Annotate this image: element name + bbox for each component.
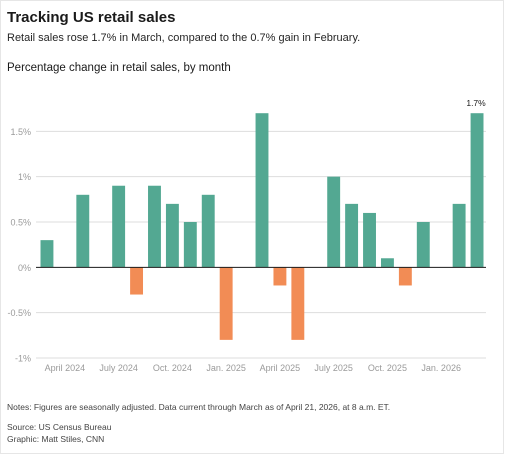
bar-2024-10 — [165, 203, 179, 268]
x-tick-label: Oct. 2025 — [368, 363, 407, 373]
bar-2026-03 — [470, 113, 484, 268]
bar-2024-08 — [130, 267, 144, 295]
bar-2025-03 — [255, 113, 269, 268]
chart-notes: Notes: Figures are seasonally adjusted. … — [7, 402, 391, 412]
bar-2024-07 — [112, 185, 126, 268]
bar-2024-12 — [201, 194, 215, 268]
bar-2025-08 — [345, 203, 359, 268]
chart-title: Percentage change in retail sales, by mo… — [7, 62, 231, 74]
bar-2024-09 — [148, 185, 161, 268]
retail-sales-bar-chart: 1.5% 1% 0.5% 0% -0.5% -1% April 2024 July 2024 O… — [7, 98, 486, 373]
y-tick-label: 1% — [18, 172, 31, 182]
y-tick-label: -1% — [15, 354, 31, 364]
chart-credit: Graphic: Matt Stiles, CNN — [7, 434, 105, 444]
x-tick-label: Jan. 2025 — [206, 363, 246, 373]
bar-2025-01 — [219, 267, 233, 340]
x-tick-label: Oct. 2024 — [153, 363, 192, 373]
bar-2025-04 — [273, 267, 287, 286]
page-title: Tracking US retail sales — [7, 9, 176, 26]
page-subtitle: Retail sales rose 1.7% in March, compare… — [7, 32, 361, 44]
bar-2026-02 — [452, 203, 466, 268]
bar-2025-07 — [327, 176, 341, 268]
bar-2025-11 — [398, 267, 412, 286]
y-tick-label: 0% — [18, 263, 31, 273]
bar-2024-03 — [40, 240, 54, 268]
bar-2025-10 — [380, 258, 394, 268]
bar-2025-12 — [416, 222, 430, 268]
y-tick-label: 1.5% — [10, 127, 31, 137]
y-tick-label: -0.5% — [7, 308, 31, 318]
x-tick-label: Jan. 2026 — [421, 363, 461, 373]
bar-2025-09 — [363, 212, 376, 268]
y-tick-label: 0.5% — [10, 218, 31, 228]
x-tick-label: July 2025 — [314, 363, 353, 373]
bar-2025-05 — [291, 267, 305, 340]
bar-2024-11 — [183, 222, 197, 268]
bar-2024-05 — [76, 194, 90, 268]
x-tick-label: April 2025 — [260, 363, 301, 373]
data-label: 1.7% — [466, 98, 486, 108]
chart-source: Source: US Census Bureau — [7, 422, 112, 432]
x-tick-label: July 2024 — [99, 363, 138, 373]
x-tick-label: April 2024 — [45, 363, 86, 373]
